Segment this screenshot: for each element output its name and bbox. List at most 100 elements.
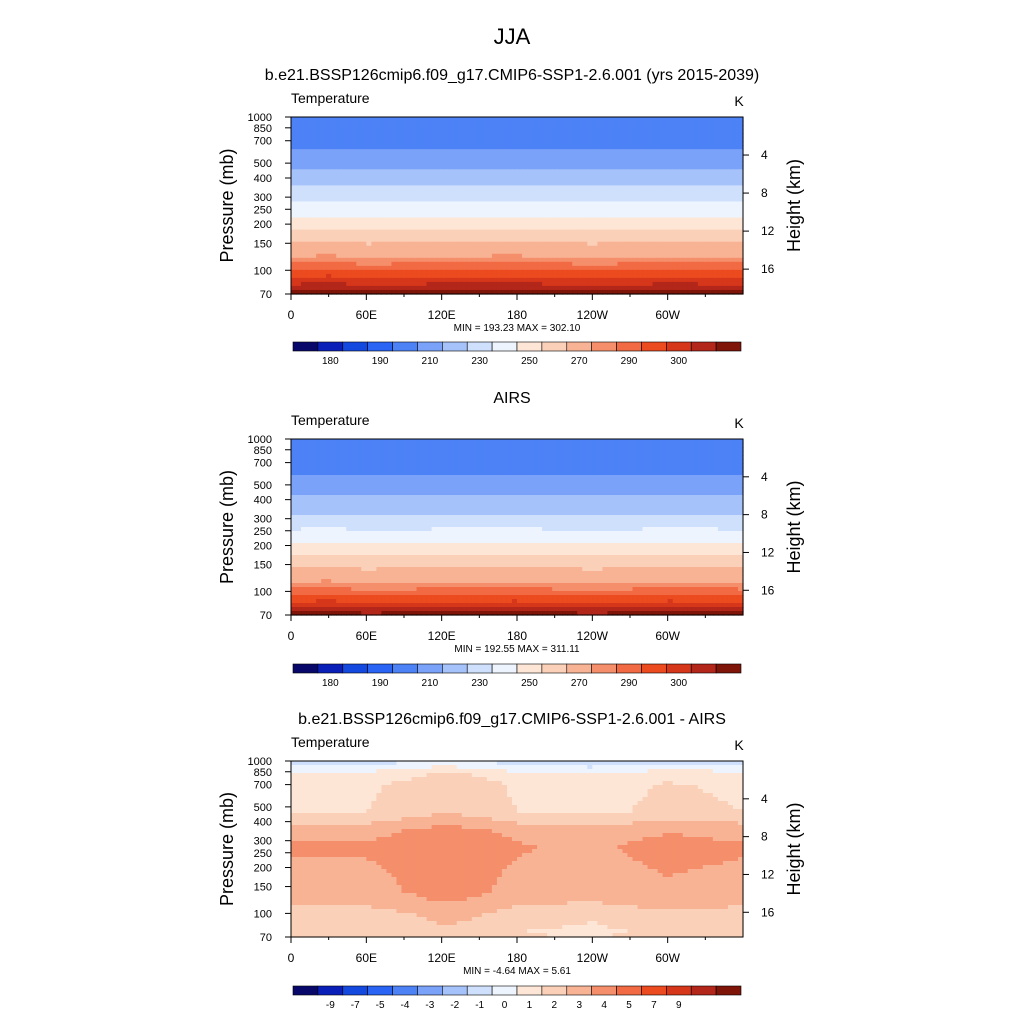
contour-cell (386, 277, 393, 283)
contour-cell (376, 117, 382, 122)
contour-cell (607, 459, 614, 464)
contour-cell (582, 221, 588, 227)
contour-cell (597, 209, 603, 215)
contour-cell (532, 245, 538, 251)
contour-cell (707, 209, 714, 215)
height-tick-label: 12 (761, 224, 775, 238)
contour-cell (712, 471, 719, 476)
contour-cell (291, 189, 297, 195)
contour-cell (697, 181, 704, 186)
contour-cell (567, 133, 573, 138)
contour-cell (717, 285, 724, 291)
contour-cell (381, 447, 388, 452)
contour-cell (622, 213, 629, 219)
contour-cell (331, 269, 337, 275)
contour-cell (451, 217, 458, 223)
contour-cell (466, 257, 473, 263)
contour-cell (582, 121, 588, 126)
contour-cell (722, 265, 729, 271)
contour-cell (416, 455, 423, 460)
contour-cell (652, 277, 659, 283)
contour-cell (376, 269, 382, 275)
contour-cell (732, 443, 739, 448)
contour-cell (361, 285, 367, 291)
contour-cell (722, 165, 729, 170)
contour-cell (612, 265, 619, 271)
contour-cell (702, 459, 709, 464)
contour-cell (316, 145, 322, 150)
contour-cell (386, 253, 393, 259)
contour-cell (542, 129, 548, 134)
contour-cell (692, 189, 699, 195)
contour-cell (416, 137, 423, 142)
contour-cell (326, 285, 332, 291)
contour-cell (642, 137, 649, 142)
contour-cell (356, 277, 362, 283)
contour-cell (346, 157, 352, 162)
contour-cell (557, 447, 563, 452)
contour-cell (737, 213, 744, 219)
contour-cell (597, 249, 603, 255)
contour-cell (722, 253, 729, 259)
contour-cell (527, 177, 533, 182)
contour-cell (547, 185, 553, 191)
contour-cell (677, 451, 684, 456)
contour-cell (406, 225, 413, 231)
contour-cell (707, 185, 714, 191)
contour-cell (421, 277, 428, 283)
contour-cell (537, 145, 543, 150)
contour-cell (306, 217, 312, 223)
contour-cell (597, 173, 603, 178)
contour-cell (506, 169, 513, 174)
contour-cell (542, 237, 548, 243)
contour-cell (557, 153, 563, 158)
contour-cell (476, 245, 483, 251)
contour-cell (341, 169, 347, 174)
contour-cell (577, 237, 583, 243)
contour-cell (557, 269, 563, 275)
longitude-tick-label: 60W (655, 308, 680, 322)
colorbar-swatch (317, 341, 344, 352)
contour-cell (421, 443, 428, 448)
contour-cell (662, 253, 669, 259)
contour-cell (642, 447, 649, 452)
contour-cell (692, 257, 699, 263)
contour-cell (697, 141, 704, 146)
contour-cell (341, 249, 347, 255)
contour-cell (366, 455, 372, 460)
contour-cell (356, 189, 362, 195)
contour-cell (396, 145, 403, 150)
contour-cell (341, 129, 347, 134)
contour-cell (557, 137, 563, 142)
contour-cell (456, 161, 463, 166)
contour-cell (461, 157, 468, 162)
contour-cell (682, 193, 689, 199)
contour-cell (587, 475, 593, 480)
contour-cell (732, 177, 739, 182)
contour-cell (527, 213, 533, 219)
contour-cell (687, 463, 694, 468)
contour-cell (331, 117, 337, 122)
contour-cell (426, 145, 433, 150)
contour-cell (486, 181, 493, 186)
contour-cell (677, 475, 684, 480)
contour-cell (527, 467, 533, 472)
contour-cell (587, 121, 593, 126)
contour-cell (737, 217, 744, 223)
contour-cell (642, 169, 649, 174)
contour-cell (491, 193, 498, 199)
contour-cell (381, 153, 388, 158)
contour-cell (301, 209, 307, 215)
contour-cell (436, 233, 443, 239)
contour-cell (466, 467, 473, 472)
contour-cell (371, 261, 377, 267)
contour-cell (351, 277, 357, 283)
contour-cell (652, 161, 659, 166)
contour-cell (582, 213, 588, 219)
contour-cell (471, 173, 478, 178)
contour-cell (712, 157, 719, 162)
contour-cell (642, 181, 649, 186)
contour-cell (572, 117, 578, 122)
contour-cell (712, 273, 719, 279)
contour-cell (366, 241, 372, 247)
